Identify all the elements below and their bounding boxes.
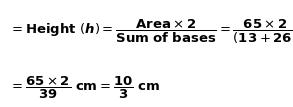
- Text: $= \dfrac{\mathbf{65} \times \mathbf{2}}{\mathbf{39}}\ \mathbf{cm} = \dfrac{\mat: $= \dfrac{\mathbf{65} \times \mathbf{2}}…: [9, 75, 160, 101]
- Text: $= \mathbf{Height}\ (\boldsymbol{h}) = \dfrac{\mathbf{Area} \times \mathbf{2}}{\: $= \mathbf{Height}\ (\boldsymbol{h}) = \…: [9, 18, 293, 46]
